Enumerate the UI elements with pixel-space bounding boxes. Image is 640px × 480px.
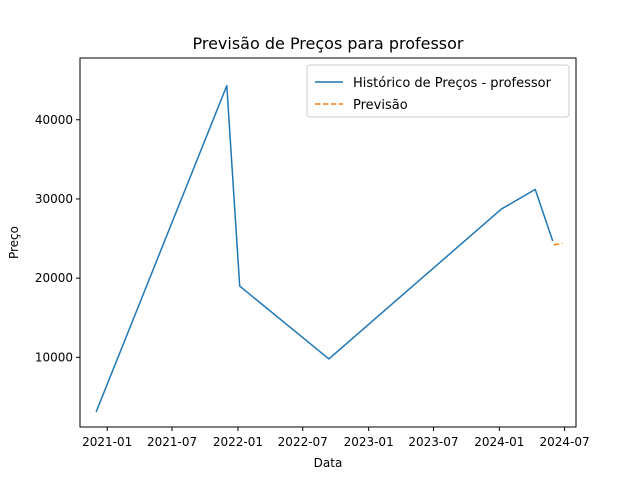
legend: Histórico de Preços - professor Previsão xyxy=(306,64,570,118)
y-tick-label: 40000 xyxy=(35,113,73,127)
x-tick-label: 2024-01 xyxy=(474,435,524,449)
x-tick-label: 2021-01 xyxy=(82,435,132,449)
y-axis-ticks: 10000 20000 30000 40000 xyxy=(35,113,80,364)
legend-entry-label: Histórico de Preços - professor xyxy=(353,76,552,91)
x-tick-label: 2021-07 xyxy=(147,435,197,449)
x-tick-label: 2022-01 xyxy=(213,435,263,449)
y-tick-label: 10000 xyxy=(35,350,73,364)
x-axis-ticks: 2021-01 2021-07 2022-01 2022-07 2023-01 2023-… xyxy=(82,427,590,449)
chart-title: Previsão de Preços para professor xyxy=(192,34,463,53)
y-tick-label: 30000 xyxy=(35,192,73,206)
y-axis-label: Preço xyxy=(7,226,21,259)
x-tick-label: 2023-07 xyxy=(408,435,458,449)
x-tick-label: 2023-01 xyxy=(344,435,394,449)
x-tick-label: 2022-07 xyxy=(278,435,328,449)
legend-entry-label: Previsão xyxy=(353,98,408,113)
series-line-previsao xyxy=(553,242,563,246)
x-tick-label: 2024-07 xyxy=(539,435,589,449)
y-tick-label: 20000 xyxy=(35,271,73,285)
series-line-historico xyxy=(95,84,554,413)
x-axis-label: Data xyxy=(314,456,343,470)
axes-frame xyxy=(79,57,577,428)
plot-area xyxy=(95,84,563,413)
legend-box xyxy=(306,64,570,118)
